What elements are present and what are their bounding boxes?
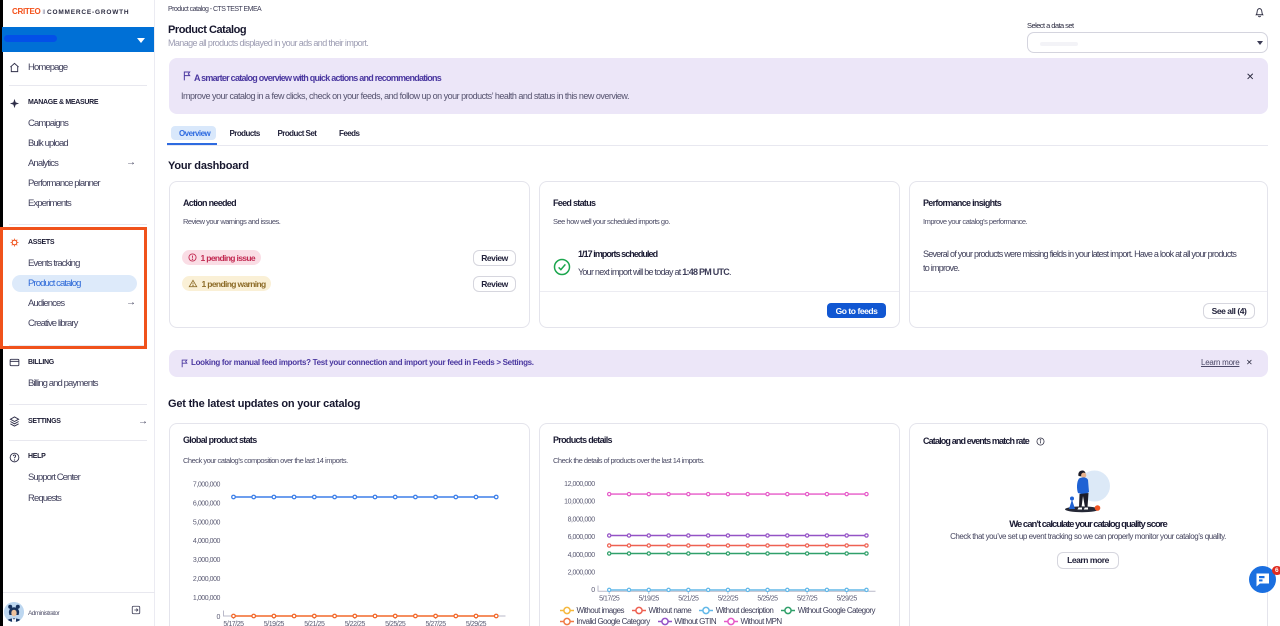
svg-text:1,000,000: 1,000,000 — [193, 595, 221, 602]
svg-text:0: 0 — [591, 587, 595, 594]
svg-text:5/27/25: 5/27/25 — [797, 596, 818, 603]
svg-text:8,000,000: 8,000,000 — [568, 516, 596, 523]
svg-text:7,000,000: 7,000,000 — [193, 482, 221, 489]
svg-text:4,000,000: 4,000,000 — [193, 538, 221, 545]
svg-text:5/19/25: 5/19/25 — [639, 596, 660, 603]
svg-text:5/25/25: 5/25/25 — [385, 621, 406, 626]
svg-text:3,000,000: 3,000,000 — [193, 557, 221, 564]
svg-text:0: 0 — [217, 614, 221, 621]
svg-text:4,000,000: 4,000,000 — [568, 552, 596, 559]
svg-text:10,000,000: 10,000,000 — [564, 499, 595, 506]
svg-text:5/21/25: 5/21/25 — [304, 621, 325, 626]
svg-text:2,000,000: 2,000,000 — [568, 570, 596, 577]
svg-text:12,000,000: 12,000,000 — [564, 481, 595, 488]
svg-text:6,000,000: 6,000,000 — [568, 534, 596, 541]
svg-text:5/22/25: 5/22/25 — [345, 621, 366, 626]
svg-text:5/19/25: 5/19/25 — [264, 621, 285, 626]
svg-text:6,000,000: 6,000,000 — [193, 500, 221, 507]
svg-text:5/21/25: 5/21/25 — [678, 596, 699, 603]
svg-text:5/25/25: 5/25/25 — [757, 596, 778, 603]
svg-text:5/22/25: 5/22/25 — [718, 596, 739, 603]
svg-text:5/17/25: 5/17/25 — [599, 596, 620, 603]
svg-text:5,000,000: 5,000,000 — [193, 519, 221, 526]
svg-text:5/29/25: 5/29/25 — [466, 621, 487, 626]
svg-text:5/17/25: 5/17/25 — [223, 621, 244, 626]
svg-text:5/27/25: 5/27/25 — [425, 621, 446, 626]
svg-text:2,000,000: 2,000,000 — [193, 576, 221, 583]
svg-text:5/29/25: 5/29/25 — [837, 596, 858, 603]
